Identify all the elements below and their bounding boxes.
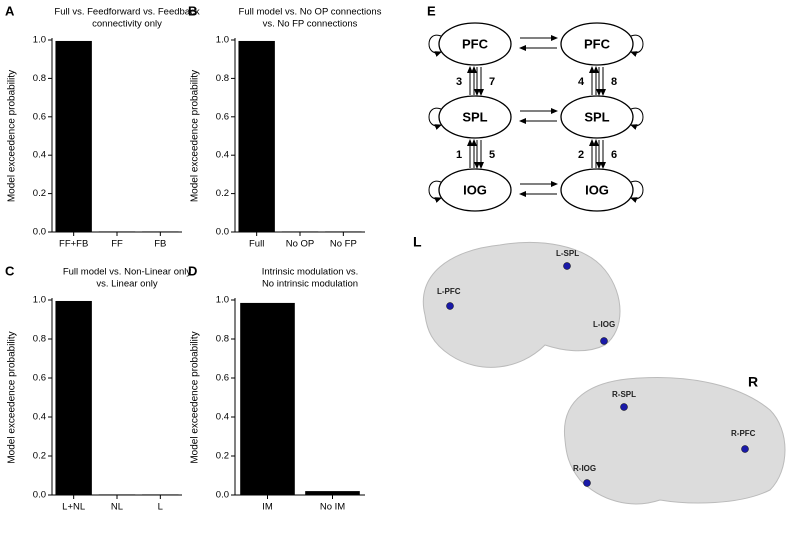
bar [305,491,360,495]
bar [281,231,319,233]
node [438,22,512,66]
chart-title: Intrinsic modulation vs. [262,267,359,278]
y-tick-label: 1.0 [33,295,46,306]
panel-letter: A [5,3,15,18]
edge-label: 6 [611,149,617,161]
bar [98,231,136,233]
node-label: SPL [584,109,609,124]
y-tick-label: 0.6 [33,111,46,122]
node [560,22,634,66]
bar [55,40,92,233]
node [560,95,634,139]
bar [98,494,136,496]
y-tick-label: 0.0 [33,227,46,238]
right-brain [563,377,786,505]
x-tick-label: FF [111,239,123,250]
region-label: R-SPL [612,390,636,399]
panel-letter: E [427,3,436,18]
y-tick-label: 0.2 [216,451,229,462]
region-label: L-PFC [437,287,461,296]
edge-label: 3 [456,76,462,88]
panel-letter: C [5,263,15,278]
left-brain [422,241,621,368]
y-tick-label: 0.0 [216,227,229,238]
edge-label: 4 [578,76,585,88]
bar [55,300,92,495]
region-label: L-SPL [556,249,579,258]
bar [325,231,362,233]
node-label: SPL [462,109,487,124]
x-tick-label: IM [262,502,273,513]
y-tick-label: 0.4 [33,412,46,423]
x-tick-label: L+NL [62,502,85,513]
x-tick-label: L [158,502,163,513]
y-tick-label: 0.2 [33,188,46,199]
y-tick-label: 0.8 [216,334,229,345]
node-label: IOG [463,182,487,197]
charts: A Full vs. Feedforward vs. Feedbackconnec… [5,3,382,512]
y-tick-label: 0.0 [33,490,46,501]
y-tick-label: 0.8 [216,73,229,84]
x-tick-label: No FP [330,239,357,250]
y-tick-label: 0.0 [216,490,229,501]
chart-title: vs. Linear only [96,279,158,290]
brains: L R L-SPL L-PFC L-IOG R-SPL R-PFC R-IOG [413,234,786,505]
bar [142,494,179,496]
arrows [428,34,644,203]
hemisphere-label: L [413,234,422,250]
node-label: PFC [584,36,611,51]
x-tick-label: FF+FB [59,239,88,250]
node-label: PFC [462,36,489,51]
y-tick-label: 0.6 [216,111,229,122]
y-tick-label: 0.6 [33,373,46,384]
chart-title: Full vs. Feedforward vs. Feedback [54,7,199,18]
node [438,95,512,139]
y-tick-label: 1.0 [216,295,229,306]
y-tick-label: 0.4 [216,150,229,161]
chart-title: No intrinsic modulation [262,279,358,290]
x-tick-label: Full [249,239,264,250]
hemisphere-label: R [748,374,758,390]
bar [142,231,179,233]
y-axis-label: Model exceedence probability [190,70,201,202]
y-tick-label: 0.2 [33,451,46,462]
y-tick-label: 0.8 [33,73,46,84]
y-tick-label: 0.2 [216,188,229,199]
edge-label: 8 [611,76,617,88]
y-axis-label: Model exceedence probability [190,331,201,463]
y-axis-label: Model exceedence probability [7,70,18,202]
x-tick-label: NL [111,502,123,513]
bar [238,40,275,233]
y-tick-label: 1.0 [216,35,229,46]
node [560,168,634,212]
bar [240,302,295,495]
edge-label: 7 [489,76,495,88]
region-label: R-PFC [731,429,756,438]
edge-label: 2 [578,149,584,161]
diagram: E PFC PFC SPL SPL IOG IOG 3 7 4 8 1 5 2 … [427,3,644,212]
chart-title: Full model vs. Non-Linear only [63,267,192,278]
edge-label: 1 [456,149,462,161]
y-axis-label: Model exceedence probability [7,331,18,463]
region-label: R-IOG [573,464,596,473]
edge-label: 5 [489,149,495,161]
y-tick-label: 0.6 [216,373,229,384]
y-tick-label: 0.4 [33,150,46,161]
chart-title: connectivity only [92,19,162,30]
node [438,168,512,212]
chart-title: vs. No FP connections [263,19,358,30]
x-tick-label: No OP [286,239,315,250]
y-tick-label: 0.8 [33,334,46,345]
y-tick-label: 0.4 [216,412,229,423]
panel-letter: B [188,3,197,18]
panel-letter: D [188,263,197,278]
region-label: L-IOG [593,320,615,329]
x-tick-label: No IM [320,502,345,513]
node-label: IOG [585,182,609,197]
x-tick-label: FB [154,239,166,250]
y-tick-label: 1.0 [33,35,46,46]
chart-title: Full model vs. No OP connections [239,7,382,18]
